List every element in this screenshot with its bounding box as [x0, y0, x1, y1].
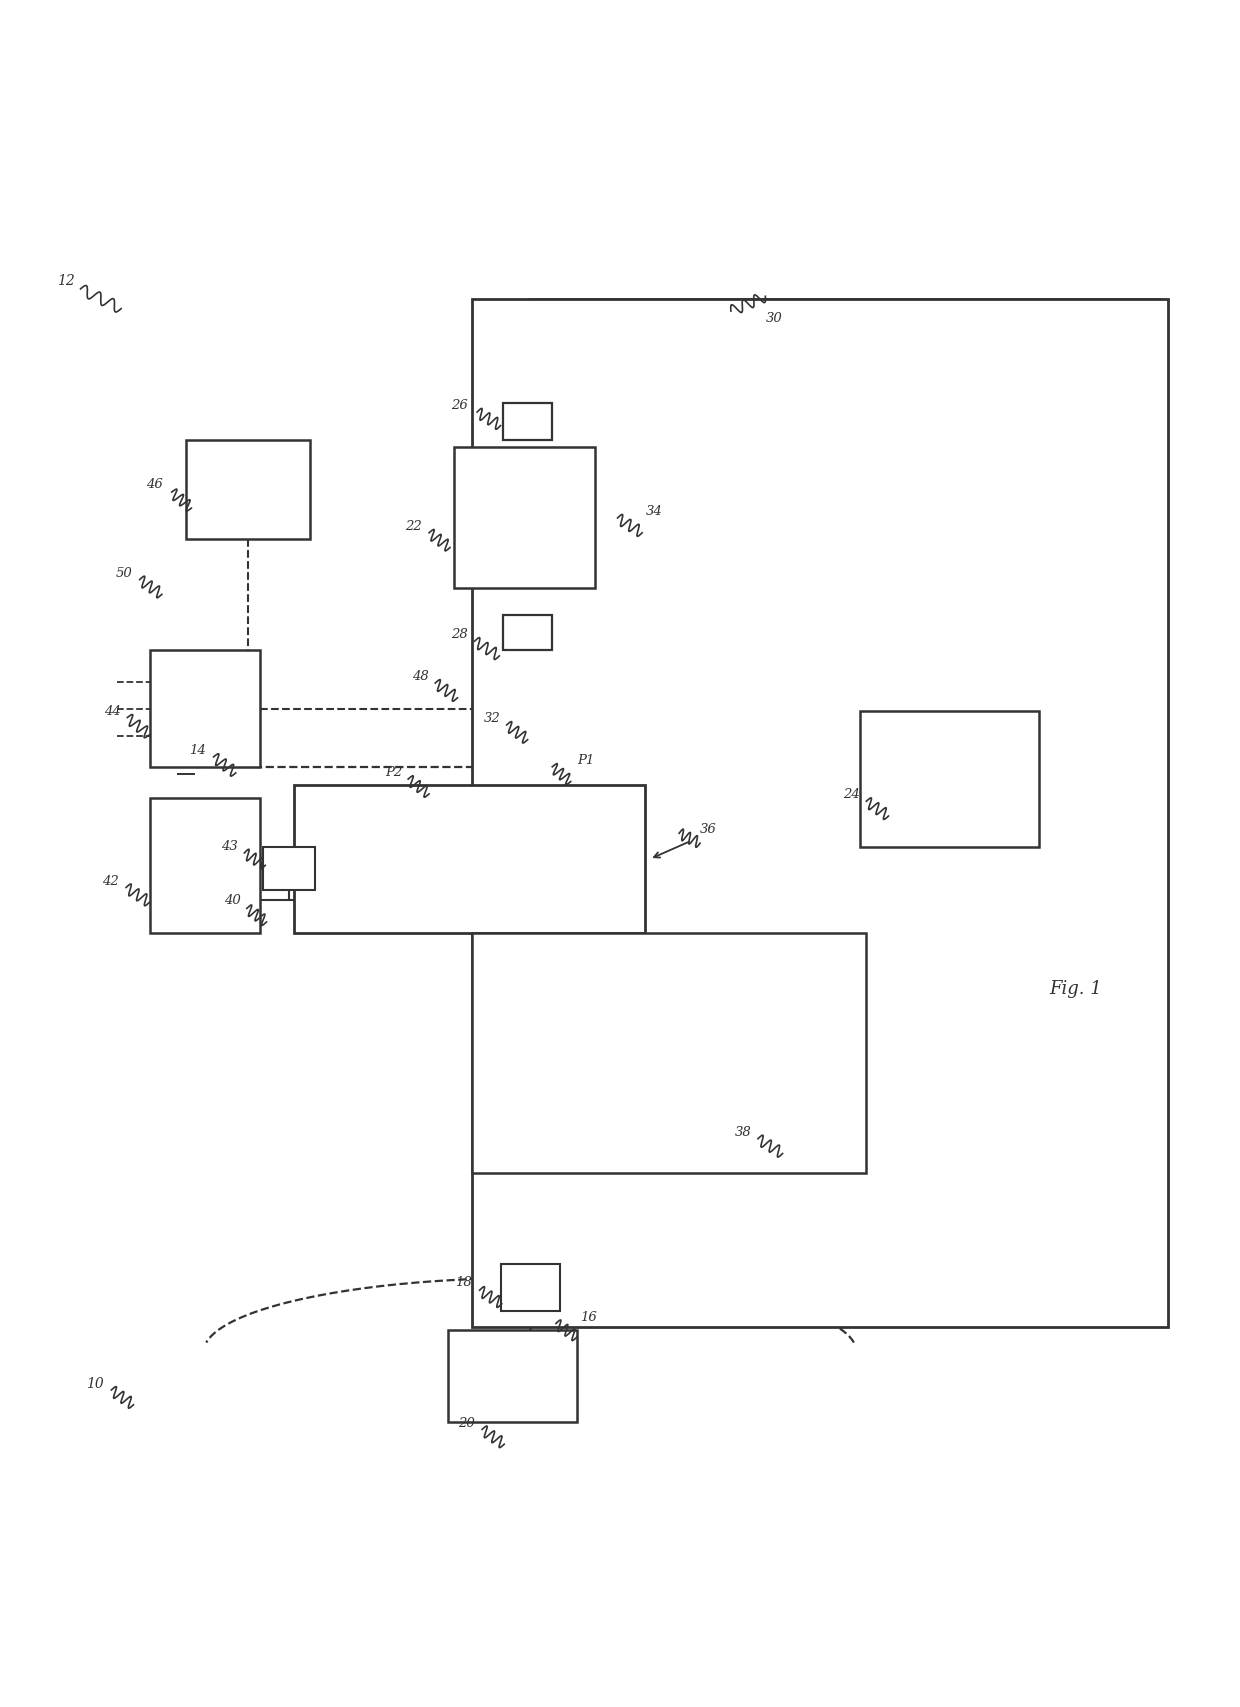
Bar [503, 405, 552, 440]
Bar [472, 934, 867, 1173]
Text: 28: 28 [451, 628, 469, 640]
Text: P1: P1 [577, 753, 594, 766]
Bar [861, 712, 1039, 847]
Text: 20: 20 [458, 1415, 475, 1429]
Text: Fig. 1: Fig. 1 [1049, 980, 1102, 999]
Bar [186, 440, 310, 539]
Text: 10: 10 [87, 1376, 104, 1389]
Text: 44: 44 [104, 705, 122, 717]
Text: 14: 14 [190, 744, 206, 756]
Bar [503, 616, 552, 650]
Text: 26: 26 [451, 399, 469, 411]
Bar [150, 650, 260, 768]
Bar [454, 447, 595, 589]
Bar [150, 799, 260, 934]
Text: 40: 40 [223, 894, 241, 906]
Bar [448, 1330, 577, 1422]
Text: 38: 38 [735, 1125, 751, 1139]
Bar [294, 785, 645, 934]
Text: 32: 32 [484, 712, 500, 724]
Text: 18: 18 [455, 1275, 472, 1289]
Bar [501, 1265, 559, 1311]
Text: 36: 36 [701, 823, 717, 835]
Text: 43: 43 [221, 840, 238, 852]
Text: 46: 46 [146, 478, 162, 490]
Text: 42: 42 [102, 874, 119, 888]
Bar [263, 847, 315, 891]
Text: 30: 30 [765, 312, 782, 324]
Text: 34: 34 [646, 505, 663, 517]
Bar [472, 299, 1168, 1328]
Text: 16: 16 [579, 1309, 596, 1323]
Text: 24: 24 [843, 789, 859, 801]
Text: P2: P2 [384, 766, 402, 778]
Text: 22: 22 [404, 519, 422, 533]
Text: 12: 12 [57, 275, 74, 288]
Text: 50: 50 [115, 567, 131, 579]
Text: 48: 48 [412, 669, 429, 683]
